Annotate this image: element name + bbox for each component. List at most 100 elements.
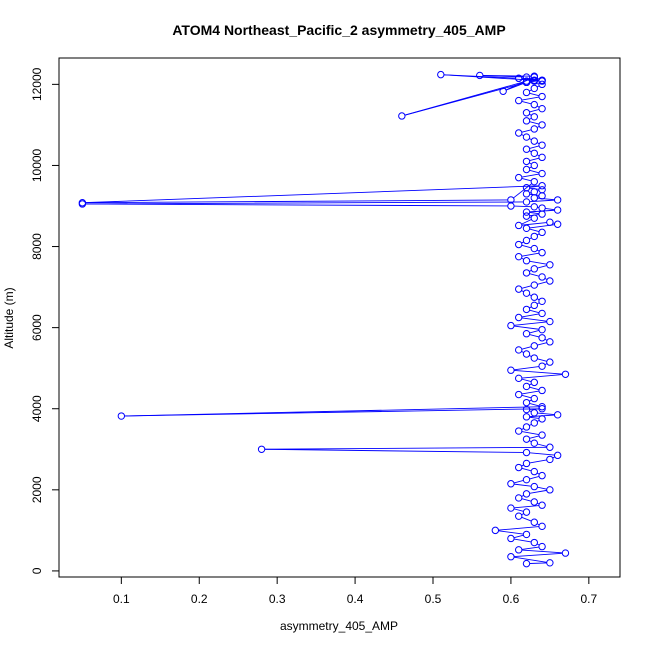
data-point bbox=[522, 490, 531, 498]
data-point bbox=[546, 338, 554, 346]
series-line-segment bbox=[521, 394, 532, 399]
x-tick-label: 0.5 bbox=[425, 592, 442, 606]
data-point bbox=[507, 534, 515, 543]
data-point bbox=[530, 394, 538, 403]
data-point bbox=[530, 301, 538, 310]
series-line-segment bbox=[482, 75, 524, 78]
data-point bbox=[530, 419, 538, 427]
series-line-segment bbox=[529, 334, 540, 338]
series-line-segment bbox=[521, 219, 532, 225]
data-point bbox=[538, 192, 546, 200]
data-point bbox=[437, 70, 445, 79]
data-point bbox=[561, 370, 570, 378]
data-point bbox=[546, 559, 554, 567]
data-point bbox=[530, 194, 538, 202]
x-tick-label: 0.7 bbox=[580, 592, 597, 606]
data-point bbox=[515, 96, 523, 105]
series-line-segment bbox=[545, 207, 555, 211]
data-point bbox=[530, 244, 538, 253]
data-point bbox=[522, 289, 531, 297]
data-point bbox=[553, 451, 562, 460]
data-point bbox=[530, 203, 538, 211]
data-point bbox=[538, 228, 546, 237]
series-line-segment bbox=[537, 281, 547, 285]
data-point bbox=[522, 157, 531, 166]
series-line-segment bbox=[529, 228, 540, 232]
data-point bbox=[507, 366, 515, 374]
data-point bbox=[515, 173, 523, 182]
data-point bbox=[538, 204, 546, 212]
data-point bbox=[538, 77, 546, 85]
chart-title: ATOM4 Northeast_Pacific_2 asymmetry_405_… bbox=[172, 22, 505, 38]
series-line-segment bbox=[521, 244, 532, 249]
series-line-segment bbox=[85, 199, 508, 204]
y-tick-label: 0 bbox=[30, 567, 44, 574]
data-point bbox=[522, 269, 531, 277]
data-point bbox=[515, 240, 523, 249]
data-point bbox=[538, 104, 546, 113]
data-point bbox=[538, 501, 546, 509]
y-tick-label: 12000 bbox=[30, 67, 44, 101]
data-point bbox=[515, 390, 523, 399]
data-point bbox=[553, 411, 562, 419]
data-point bbox=[257, 445, 266, 453]
series-line-segment bbox=[124, 406, 539, 417]
series-line-segment bbox=[529, 452, 555, 456]
data-point bbox=[538, 273, 546, 281]
data-point bbox=[522, 530, 531, 539]
y-tick-label: 2000 bbox=[30, 476, 44, 503]
x-tick-label: 0.2 bbox=[191, 592, 208, 606]
series-line-segment bbox=[529, 92, 540, 97]
data-point bbox=[530, 281, 538, 289]
data-point bbox=[561, 549, 570, 557]
data-point bbox=[530, 84, 538, 93]
data-point bbox=[522, 198, 531, 206]
series-line-segment bbox=[505, 83, 524, 91]
data-point bbox=[522, 236, 531, 245]
data-point bbox=[507, 480, 515, 488]
data-point bbox=[78, 199, 87, 207]
series-line-segment bbox=[521, 498, 532, 502]
x-tick-label: 0.1 bbox=[113, 592, 130, 606]
series-line-segment bbox=[521, 285, 532, 289]
y-axis-label: Altitude (m) bbox=[2, 287, 16, 348]
data-point bbox=[530, 188, 538, 196]
data-point bbox=[522, 109, 531, 117]
series-line-segment bbox=[521, 100, 532, 105]
data-point bbox=[515, 512, 523, 520]
series-line-segment bbox=[514, 552, 563, 557]
data-point bbox=[522, 350, 531, 358]
data-point bbox=[507, 202, 515, 210]
data-point bbox=[522, 190, 531, 198]
data-point bbox=[398, 112, 406, 120]
series-line-segment bbox=[537, 412, 555, 415]
data-point bbox=[507, 504, 515, 512]
series-line-segment bbox=[513, 183, 533, 199]
data-point bbox=[515, 427, 523, 435]
data-point bbox=[522, 73, 531, 81]
series-line-segment bbox=[514, 321, 547, 326]
data-point bbox=[546, 277, 554, 285]
data-point bbox=[530, 232, 538, 241]
data-point bbox=[546, 317, 554, 326]
data-point bbox=[538, 169, 546, 178]
series-line-segment bbox=[529, 330, 540, 334]
data-point bbox=[530, 214, 538, 222]
y-tick-label: 6000 bbox=[30, 314, 44, 341]
series-line-segment bbox=[514, 505, 539, 509]
data-point bbox=[530, 100, 538, 109]
data-point bbox=[530, 149, 538, 157]
series-line-segment bbox=[529, 169, 540, 174]
data-point bbox=[538, 431, 546, 439]
data-point bbox=[515, 374, 523, 383]
series-line-segment bbox=[513, 480, 524, 484]
series-line-segment bbox=[85, 201, 524, 205]
data-point bbox=[476, 71, 484, 80]
data-point bbox=[546, 443, 554, 451]
data-point bbox=[538, 153, 546, 162]
data-point bbox=[491, 526, 500, 535]
data-point bbox=[538, 92, 546, 101]
series-line-segment bbox=[521, 378, 532, 383]
series-line-segment bbox=[529, 459, 547, 464]
series-line-segment bbox=[521, 516, 532, 522]
